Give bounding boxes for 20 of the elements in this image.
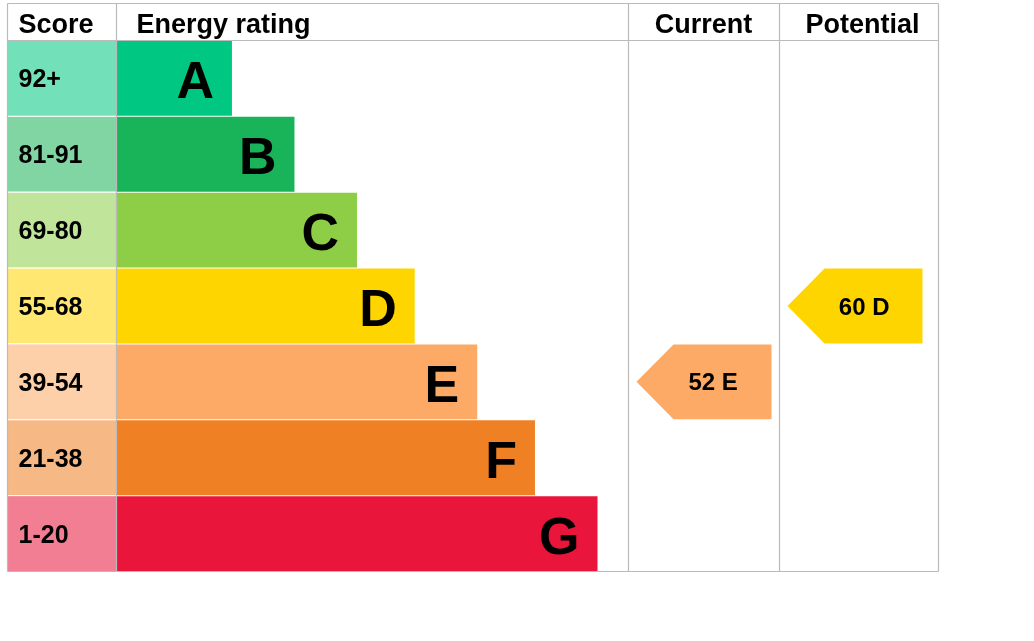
y-tick-label: A <box>176 51 214 110</box>
y-tick-label: B <box>238 127 277 186</box>
y-tick-label: G <box>539 506 580 565</box>
text: 55-68 <box>18 292 83 320</box>
text: 1-20 <box>18 519 69 548</box>
text: 52 E <box>688 368 738 396</box>
text: 39-54 <box>18 367 83 396</box>
y-tick-label: C <box>301 203 340 262</box>
text: 92+ <box>18 64 61 93</box>
text: Potential <box>805 8 920 39</box>
text: Current <box>654 8 753 39</box>
text: 81-91 <box>18 140 83 169</box>
y-tick-label: F <box>485 430 517 489</box>
text: 69-80 <box>18 216 83 245</box>
y-tick-label: D <box>359 279 397 337</box>
text: 60 D <box>838 292 890 320</box>
annotation: Energy rating <box>136 8 311 39</box>
text: 21-38 <box>18 443 83 472</box>
text: Score <box>18 8 94 39</box>
y-tick-label: E <box>424 354 460 413</box>
